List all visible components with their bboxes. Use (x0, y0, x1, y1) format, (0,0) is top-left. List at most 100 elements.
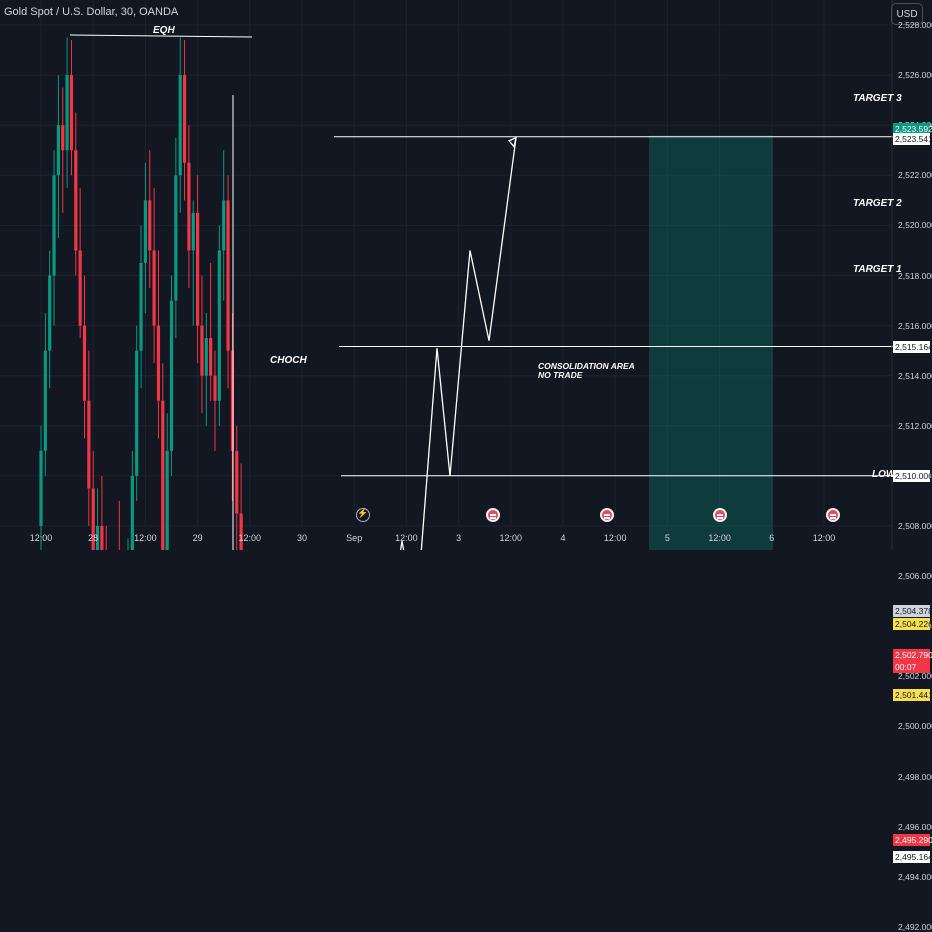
choch-line[interactable] (232, 95, 333, 622)
candle-body (169, 300, 174, 451)
candle-body (178, 75, 182, 176)
price-tick: 2,514.000 (898, 370, 932, 381)
no-trade-label: NO TRADE (538, 370, 583, 380)
price-tick: 2,502.000 (898, 671, 932, 682)
candle-26 (152, 187, 156, 364)
eqh-label: EQH (153, 25, 175, 36)
candle-body (187, 162, 191, 251)
candle-body (217, 250, 221, 401)
candle-25 (148, 150, 152, 289)
candle-24 (143, 162, 147, 314)
time-tick: 4 (560, 533, 566, 543)
us-flag-icon[interactable] (712, 508, 727, 522)
candle-body (130, 475, 134, 564)
us-flag-icon[interactable] (486, 508, 501, 522)
time-tick: 6 (769, 533, 775, 543)
candle-42 (222, 150, 226, 301)
candle-body (91, 488, 95, 577)
candle-44 (230, 313, 234, 501)
price-tick: 2,498.000 (898, 771, 932, 782)
time-tick: 30 (296, 533, 308, 543)
price-tick: 2,522.000 (898, 170, 932, 181)
price-tick: 2,516.000 (898, 320, 932, 331)
candle-1 (43, 313, 47, 476)
low-price-badge: 2,495.164 (893, 850, 932, 863)
candle-2 (48, 250, 52, 389)
candle-20 (126, 538, 130, 702)
candle-body (196, 212, 200, 326)
candle-30 (169, 275, 174, 476)
candle-body (74, 150, 78, 251)
price-tick: 2,494.000 (898, 871, 932, 882)
time-tick: 12:00 (395, 533, 418, 543)
candle-39 (209, 262, 213, 401)
candle-5 (61, 87, 65, 213)
time-tick: 3 (456, 533, 462, 543)
price-tick: 2,492.000 (898, 921, 932, 932)
candle-body (152, 250, 156, 326)
candle-23 (139, 225, 143, 389)
candle-body (213, 375, 217, 401)
candle-45 (235, 425, 239, 577)
price-tick: 2,520.000 (898, 220, 932, 231)
target1-label: TARGET 1 (853, 264, 902, 275)
target2-label: TARGET 2 (853, 198, 902, 209)
candle-41 (217, 225, 221, 426)
candle-0 (39, 425, 43, 564)
choch-label: CHOCH (270, 355, 307, 366)
candle-body (143, 200, 147, 263)
projection-path[interactable] (389, 137, 517, 619)
candle-body (48, 275, 52, 351)
time-tick: 5 (664, 533, 670, 543)
candle-11 (87, 350, 91, 526)
candle-body (148, 200, 152, 251)
candle-body (182, 75, 187, 163)
candle-body (87, 400, 91, 489)
candle-18 (117, 500, 121, 677)
target3-price-badge: 2,523.541 (893, 132, 932, 145)
candle-32 (178, 37, 182, 213)
us-flag-icon[interactable] (825, 508, 840, 522)
time-tick: 12:00 (499, 533, 523, 543)
price-tick: 2,518.000 (898, 270, 932, 281)
price-tick: 2,506.000 (898, 571, 932, 582)
candle-7 (69, 40, 74, 176)
candle-body (78, 250, 82, 326)
entry-price-badge: 2,504.378 (893, 604, 932, 617)
lightning-icon[interactable] (355, 508, 370, 522)
candle-10 (82, 275, 87, 439)
candle-27 (156, 250, 161, 439)
candle-body (56, 125, 60, 176)
time-tick: Sep (346, 533, 363, 543)
price-tick: 2,512.000 (898, 420, 932, 431)
profit-zone (649, 135, 773, 617)
projection-arrowhead (507, 136, 517, 149)
candle-34 (187, 125, 191, 289)
candle-36 (196, 175, 200, 364)
candle-body (204, 338, 208, 376)
candle-37 (200, 275, 204, 414)
candle-28 (161, 363, 165, 627)
candle-body (52, 175, 56, 276)
target1-price-badge: 2,510.006 (893, 469, 932, 482)
candle-body (191, 212, 195, 251)
consolidation-label: CONSOLIDATION AREA (538, 361, 635, 371)
candle-9 (78, 187, 82, 339)
us-flag-icon[interactable] (599, 508, 614, 522)
candle-31 (174, 137, 178, 339)
price-tick: 2,496.000 (898, 821, 932, 832)
target2-price-badge: 2,515.164 (893, 340, 932, 353)
price-tick: 2,500.000 (898, 721, 932, 732)
candle-6 (65, 37, 69, 188)
candle-body (82, 325, 87, 401)
candle-body (235, 450, 239, 514)
candle-body (161, 400, 165, 577)
candle-body (174, 175, 178, 301)
candle-33 (182, 40, 187, 201)
candle-body (139, 262, 143, 351)
price-tick: 2,528.000 (898, 20, 932, 30)
eqh-line[interactable] (69, 34, 253, 38)
currency-button[interactable]: USD (891, 3, 923, 25)
